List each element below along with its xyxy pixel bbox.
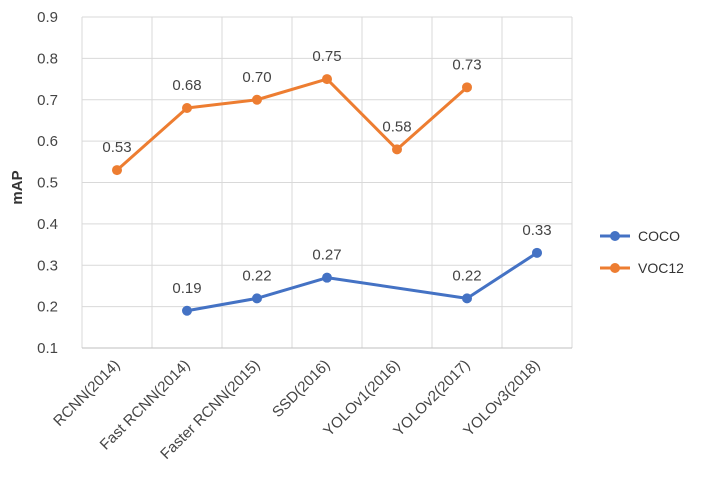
y-tick-label: 0.6	[37, 133, 58, 150]
y-tick-label: 0.3	[37, 257, 58, 274]
gridlines	[81, 16, 573, 349]
voc12-data-point	[392, 144, 402, 155]
legend-voc12-marker	[610, 263, 620, 273]
series	[112, 74, 542, 316]
coco-data-label: 0.22	[242, 267, 271, 284]
y-tick-label: 0.4	[37, 216, 58, 233]
voc12-data-label: 0.75	[312, 48, 341, 65]
coco-data-point	[182, 305, 192, 316]
y-tick-label: 0.2	[37, 299, 58, 316]
coco-data-label: 0.33	[522, 222, 551, 239]
voc12-data-point	[112, 165, 122, 176]
voc12-data-label: 0.53	[102, 139, 131, 156]
coco-data-label: 0.19	[172, 280, 201, 297]
coco-data-point	[322, 272, 332, 283]
coco-data-point	[532, 247, 542, 258]
voc12-data-label: 0.73	[452, 56, 481, 73]
y-tick-label: 0.1	[37, 340, 58, 357]
coco-data-point	[462, 293, 472, 304]
x-tick-label: RCNN(2014)	[50, 357, 123, 430]
voc12-data-point	[462, 82, 472, 93]
voc12-data-point	[182, 103, 192, 114]
y-tick-label: 0.9	[37, 9, 58, 26]
legend-coco-marker	[610, 231, 620, 241]
coco-data-label: 0.22	[452, 267, 481, 284]
coco-data-point	[252, 293, 262, 304]
x-tick-label: SSD(2016)	[269, 357, 333, 421]
y-tick-label: 0.7	[37, 92, 58, 109]
y-axis-title: mAP	[9, 170, 26, 204]
legend-voc12-label: VOC12	[638, 260, 684, 276]
voc12-data-point	[322, 74, 332, 85]
axes: 0.10.20.30.40.50.60.70.80.9RCNN(2014)Fas…	[37, 9, 572, 463]
voc12-data-label: 0.58	[382, 118, 411, 135]
legend-coco-label: COCO	[638, 228, 680, 244]
coco-data-label: 0.27	[312, 247, 341, 264]
voc12-data-label: 0.70	[242, 69, 271, 86]
voc12-data-point	[252, 94, 262, 105]
voc12-series-line	[115, 77, 469, 172]
y-tick-label: 0.5	[37, 175, 58, 192]
legend: COCO VOC12	[600, 228, 684, 276]
y-tick-label: 0.8	[37, 50, 58, 67]
data-labels: 0.19 0.22 0.27 0.22 0.33 0.53 0.68 0.70 0.75 0.58…	[102, 48, 551, 297]
voc12-data-label: 0.68	[172, 77, 201, 94]
